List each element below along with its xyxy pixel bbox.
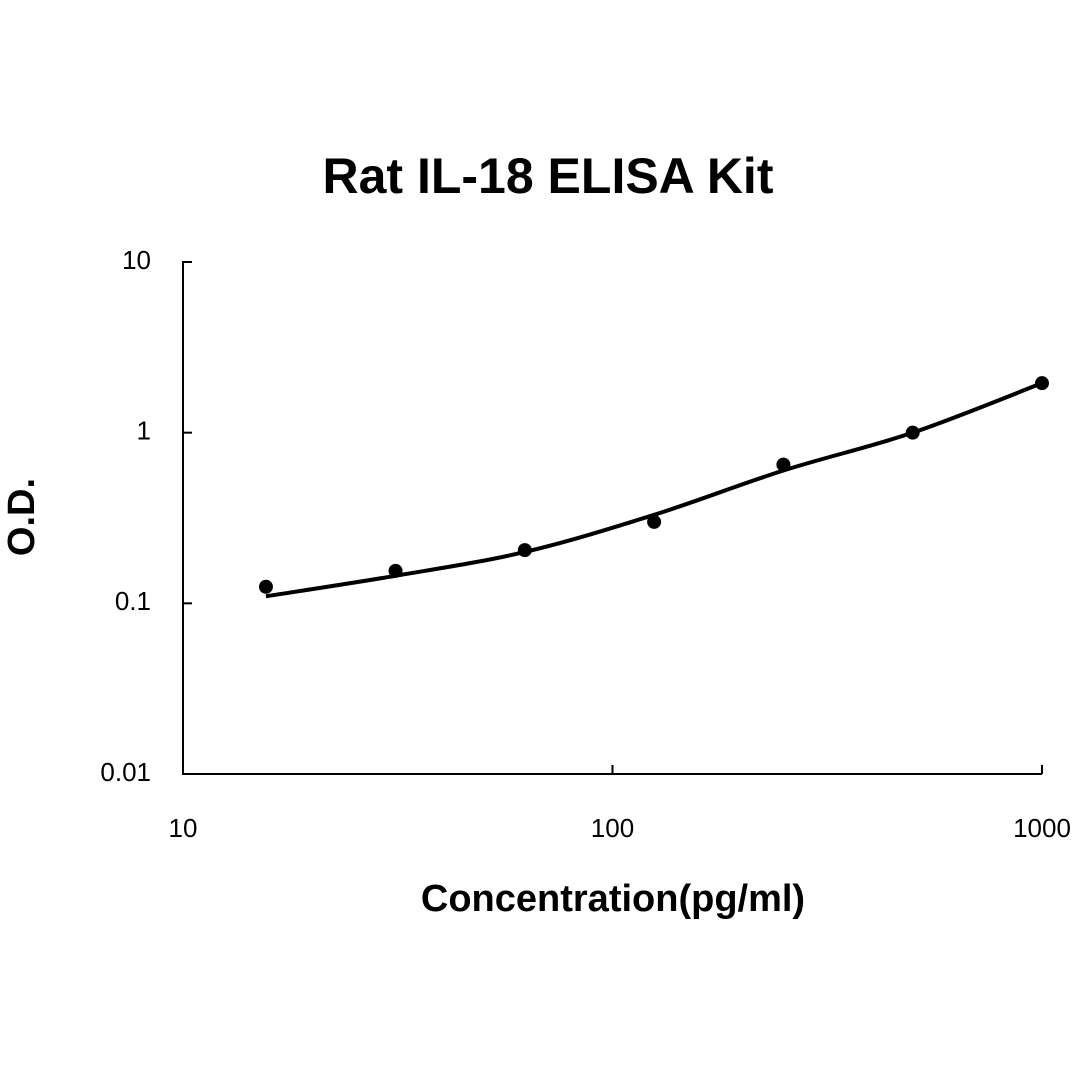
y-tick-label: 1 <box>137 416 151 446</box>
x-tick-label: 10 <box>169 813 198 843</box>
y-tick-label: 0.1 <box>115 586 151 616</box>
data-point <box>647 514 662 529</box>
fit-curve <box>265 381 1043 599</box>
y-tick-label: 10 <box>122 245 151 275</box>
data-point <box>258 579 273 594</box>
y-tick-label: 0.01 <box>100 757 151 787</box>
x-tick-label: 100 <box>591 813 634 843</box>
x-axis-label: Concentration(pg/ml) <box>421 878 805 920</box>
y-axis-label: O.D. <box>1 478 43 556</box>
chart-title: Rat IL-18 ELISA Kit <box>323 148 774 204</box>
x-tick-label: 1000 <box>1013 813 1071 843</box>
